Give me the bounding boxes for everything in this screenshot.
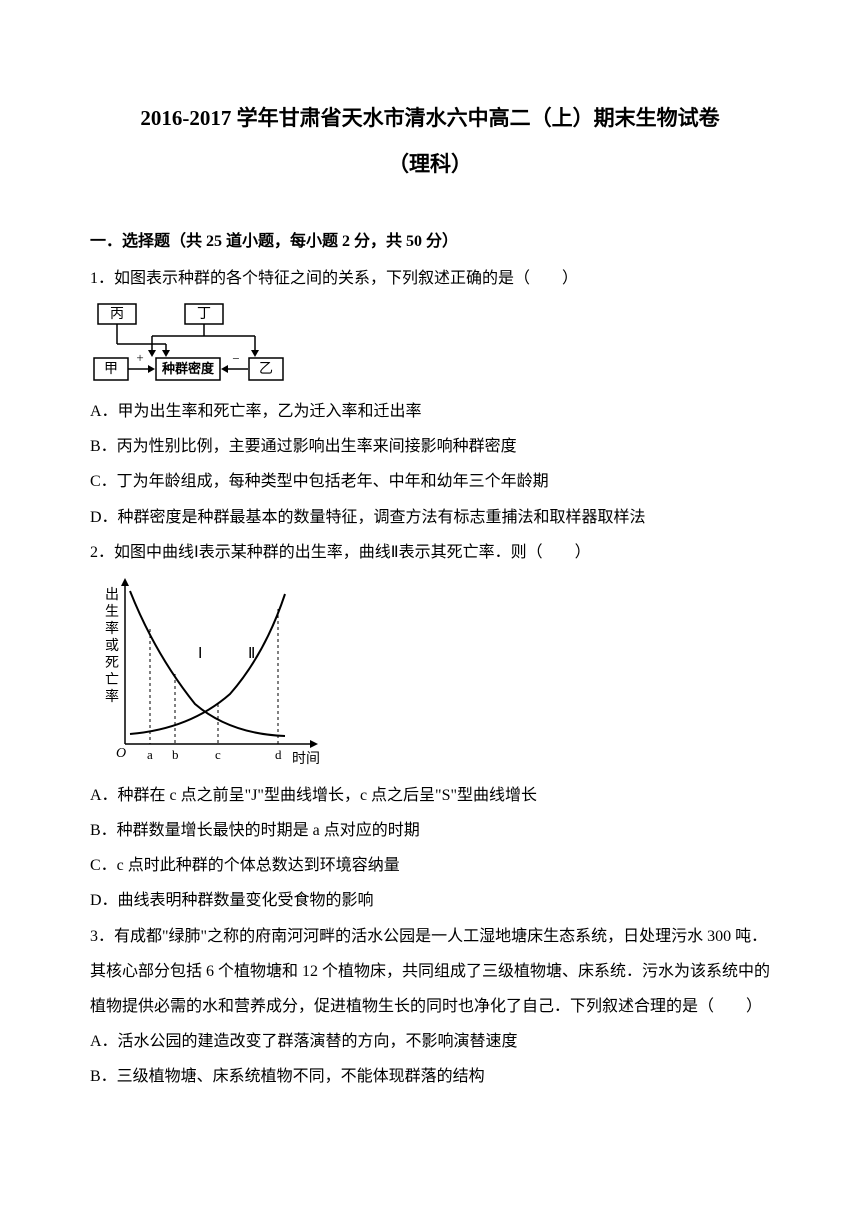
q2-option-a: A．种群在 c 点之前呈"J"型曲线增长，c 点之后呈"S"型曲线增长 xyxy=(90,778,770,813)
box-jia: 甲 xyxy=(104,362,118,377)
q2-option-d: D．曲线表明种群数量变化受食物的影响 xyxy=(90,883,770,918)
ylabel-char4: 或 xyxy=(105,638,119,654)
ylabel-char3: 率 xyxy=(105,620,119,637)
q1-option-a: A．甲为出生率和死亡率，乙为迁入率和迁出率 xyxy=(90,394,770,429)
q2-chart: 出 生 率 或 死 亡 率 O Ⅰ Ⅱ a b c d 时间 xyxy=(90,574,770,774)
xtick-c: c xyxy=(215,747,221,762)
q1-diagram: 丙 丁 甲 + 种群密度 − 乙 xyxy=(90,300,300,390)
ylabel-char7: 率 xyxy=(105,688,119,705)
q1-option-c: C．丁为年龄组成，每种类型中包括老年、中年和幼年三个年龄期 xyxy=(90,464,770,499)
curve-1 xyxy=(130,591,285,736)
q3-text: 3．有成都"绿肺"之称的府南河河畔的活水公园是一人工湿地塘床生态系统，日处理污水… xyxy=(90,919,770,1025)
curve2-label: Ⅱ xyxy=(248,646,255,662)
section-header: 一．选择题（共 25 道小题，每小题 2 分，共 50 分） xyxy=(90,224,770,259)
box-ding: 丁 xyxy=(197,307,211,322)
q2-text: 2．如图中曲线Ⅰ表示某种群的出生率，曲线Ⅱ表示其死亡率．则（ ） xyxy=(90,535,770,570)
ylabel-char2: 生 xyxy=(105,604,119,620)
ylabel-char1: 出 xyxy=(105,587,119,603)
minus-sign: − xyxy=(232,351,239,366)
q2-option-c: C．c 点时此种群的个体总数达到环境容纳量 xyxy=(90,848,770,883)
q2-option-b: B．种群数量增长最快的时期是 a 点对应的时期 xyxy=(90,813,770,848)
box-density: 种群密度 xyxy=(161,361,215,376)
xtick-b: b xyxy=(172,747,179,762)
xtick-a: a xyxy=(147,747,153,762)
xtick-d: d xyxy=(275,747,282,762)
q3-option-a: A．活水公园的建造改变了群落演替的方向，不影响演替速度 xyxy=(90,1024,770,1059)
exam-subtitle: （理科） xyxy=(90,146,770,184)
xlabel: 时间 xyxy=(292,751,320,767)
q3-option-b: B．三级植物塘、床系统植物不同，不能体现群落的结构 xyxy=(90,1059,770,1094)
box-bing: 丙 xyxy=(110,307,124,322)
q1-text: 1．如图表示种群的各个特征之间的关系，下列叙述正确的是（ ） xyxy=(90,261,770,296)
q1-option-d: D．种群密度是种群最基本的数量特征，调查方法有标志重捕法和取样器取样法 xyxy=(90,500,770,535)
exam-title: 2016-2017 学年甘肃省天水市清水六中高二（上）期末生物试卷 xyxy=(90,100,770,138)
q1-option-b: B．丙为性别比例，主要通过影响出生率来间接影响种群密度 xyxy=(90,429,770,464)
origin-label: O xyxy=(116,746,126,761)
box-yi: 乙 xyxy=(259,361,273,377)
ylabel-char5: 死 xyxy=(105,656,119,671)
plus-sign: + xyxy=(136,350,143,365)
curve1-label: Ⅰ xyxy=(198,646,202,662)
ylabel-char6: 亡 xyxy=(105,672,119,688)
